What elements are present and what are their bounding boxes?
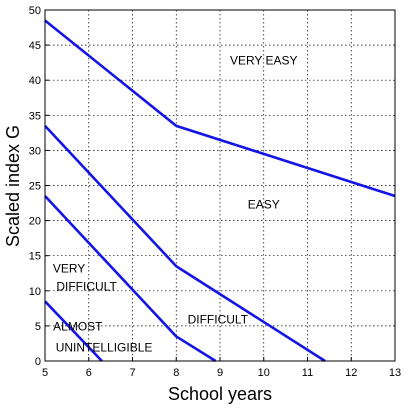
data-lines — [44, 19, 396, 363]
region-label: DIFFICULT — [56, 280, 117, 294]
x-tick-label: 6 — [86, 367, 92, 379]
x-tick-label: 12 — [345, 367, 357, 379]
series-line-3 — [44, 195, 217, 363]
y-axis-label: Scaled index G — [3, 125, 23, 247]
y-tick-label: 25 — [29, 181, 41, 193]
x-axis-label: School years — [168, 384, 272, 404]
region-label: VERY — [53, 261, 85, 275]
x-tick-label: 5 — [42, 367, 48, 379]
x-tick-label: 9 — [217, 367, 223, 379]
region-label: VERY EASY — [230, 54, 298, 68]
x-tick-label: 8 — [173, 367, 179, 379]
x-tick-label: 7 — [129, 367, 135, 379]
y-tick-label: 15 — [29, 251, 41, 263]
y-tick-label: 45 — [29, 40, 41, 52]
x-tick-label: 13 — [389, 367, 401, 379]
y-tick-label: 5 — [35, 321, 41, 333]
region-labels: VERY EASY EASY VERY DIFFICULT DIFFICULT ALMOS… — [53, 54, 298, 355]
grid — [45, 10, 395, 361]
x-tick-label: 10 — [258, 367, 270, 379]
region-label: UNINTELLIGIBLE — [56, 341, 153, 355]
region-label: EASY — [248, 197, 280, 211]
series-line-1 — [44, 19, 396, 198]
region-label: DIFFICULT — [188, 313, 249, 327]
y-tick-label: 10 — [29, 286, 41, 298]
y-tick-label: 35 — [29, 110, 41, 122]
series-line-2 — [44, 124, 326, 363]
y-tick-label: 50 — [29, 5, 41, 17]
y-tick-label: 30 — [29, 145, 41, 157]
y-tick-label: 0 — [35, 356, 41, 368]
region-label: ALMOST — [53, 320, 103, 334]
y-tick-label: 40 — [29, 75, 41, 87]
y-tick-label: 20 — [29, 216, 41, 228]
x-tick-label: 11 — [302, 367, 313, 379]
series-line-4 — [44, 300, 103, 362]
